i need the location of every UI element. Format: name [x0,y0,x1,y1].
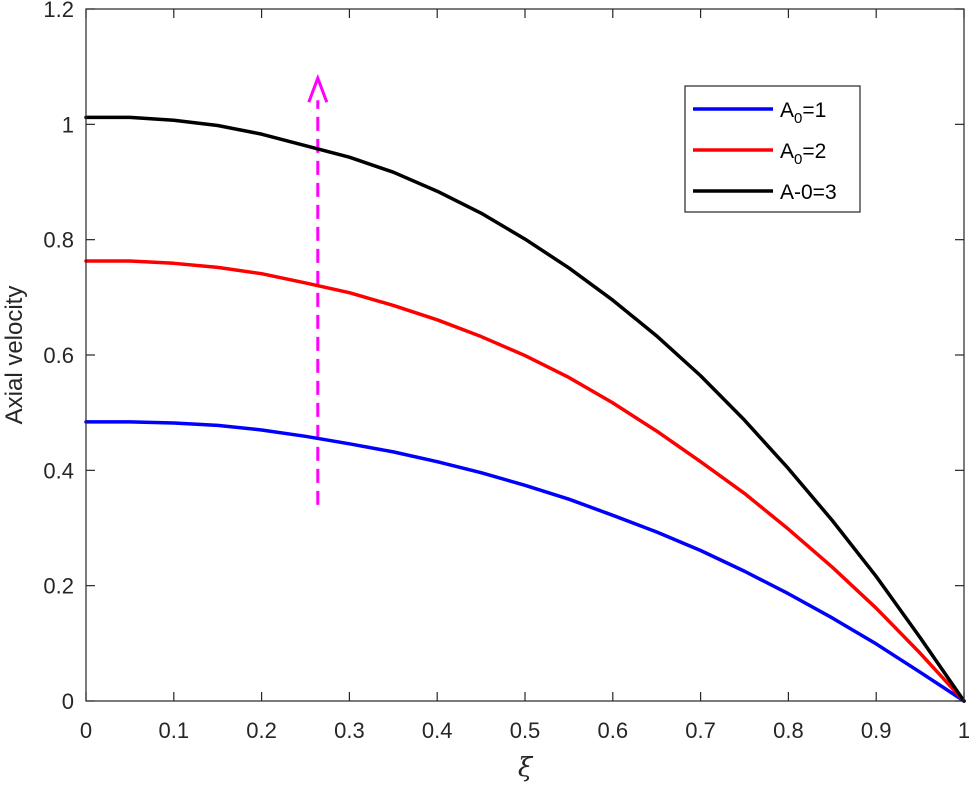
arrow-head [307,73,329,103]
y-tick-label: 0.6 [43,343,74,368]
tick-layer [85,8,965,702]
y-tick-label: 0.2 [43,574,74,599]
legend: A0=1 A0=2 A-0=3 [684,85,861,213]
y-tick-label: 0 [62,689,74,714]
legend-label: A-0=3 [780,181,837,204]
series-line-1 [84,420,966,703]
x-tick-label: 0.2 [246,718,277,743]
series-line-3 [84,115,966,703]
legend-label: A0=2 [780,140,826,168]
y-tick-label: 1 [62,112,74,137]
legend-entry-3: A-0=3 [693,181,837,204]
x-tick-labels: 0 0.1 0.2 0.3 0.4 0.5 0.6 0.7 0.8 0.9 1 [80,718,969,743]
legend-entry-1: A0=1 [693,99,826,127]
y-tick-label: 0.8 [43,228,74,253]
x-tick-label: 0.6 [598,718,629,743]
x-tick-label: 1 [958,718,969,743]
y-tick-label: 0.4 [43,458,74,483]
x-tick-label: 0.4 [422,718,453,743]
x-axis-label: ξ [518,753,534,783]
legend-label: A0=1 [780,99,826,127]
legend-entries: A0=1 A0=2 A-0=3 [693,99,837,204]
x-tick-label: 0.7 [685,718,716,743]
series-line-2 [84,259,966,703]
y-tick-labels: 0 0.2 0.4 0.6 0.8 1 1.2 [43,0,74,714]
x-tick-label: 0 [80,718,92,743]
x-tick-label: 0.3 [334,718,365,743]
x-tick-label: 0.9 [861,718,892,743]
y-axis-label: Axial velocity [1,286,28,425]
legend-entry-2: A0=2 [693,140,826,168]
y-tick-label: 1.2 [43,0,74,22]
x-tick-label: 0.5 [510,718,541,743]
x-tick-label: 0.1 [159,718,190,743]
x-tick-label: 0.8 [773,718,804,743]
series-layer [84,115,966,703]
